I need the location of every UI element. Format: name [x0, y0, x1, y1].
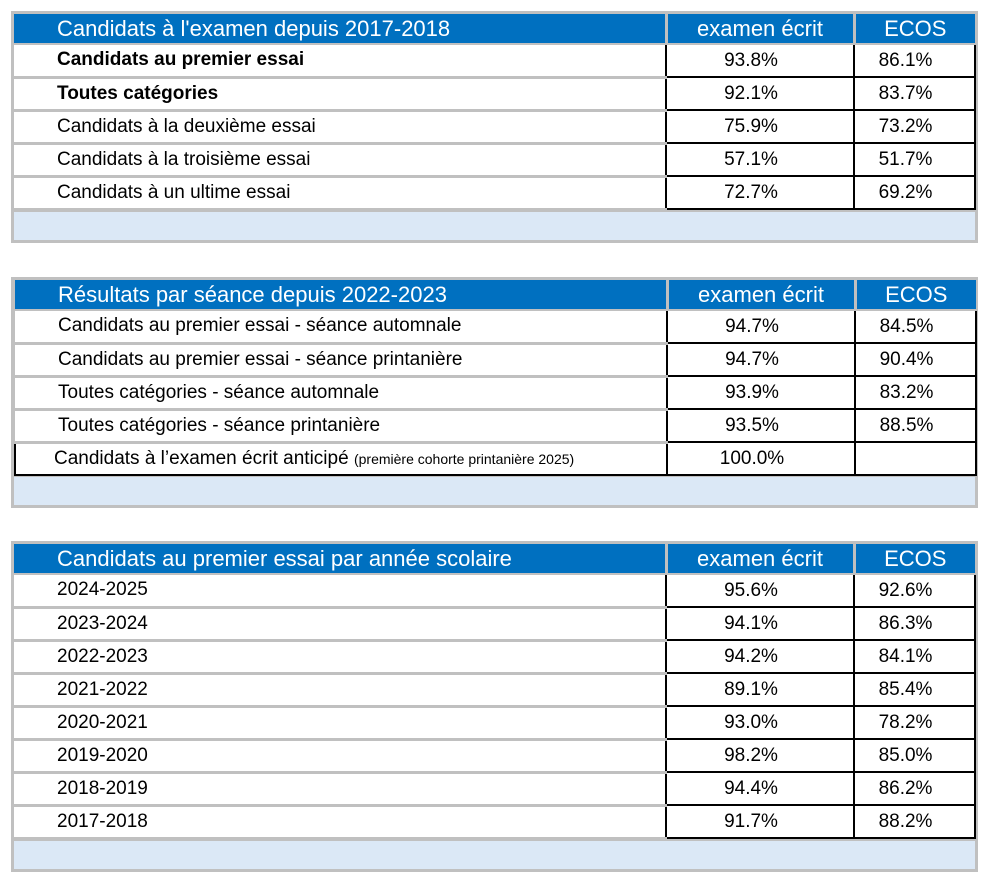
table-title: Résultats par séance depuis 2022-2023: [15, 280, 669, 311]
table-row: Candidats à l’examen écrit anticipé (pre…: [14, 441, 977, 476]
table-row: Candidats au premier essai - séance auto…: [15, 310, 977, 345]
table-header-row: Candidats au premier essai par année sco…: [14, 544, 975, 575]
row-label: Candidats à la troisième essai: [14, 143, 667, 178]
table-row: Toutes catégories - séance automnale 93.…: [15, 376, 977, 411]
written-value: 94.4%: [666, 772, 855, 806]
row-label-text: Candidats à l’examen écrit anticipé: [54, 447, 349, 469]
osce-value: [855, 441, 977, 476]
table-header-row: Résultats par séance depuis 2022-2023 ex…: [15, 280, 976, 311]
exam-candidates-table: Candidats à l'examen depuis 2017-2018 ex…: [11, 11, 978, 243]
table-title: Candidats à l'examen depuis 2017-2018: [14, 14, 668, 45]
osce-value: 90.4%: [855, 343, 977, 377]
table-row: 2020-2021 93.0% 78.2%: [14, 706, 976, 741]
row-label: 2017-2018: [14, 805, 667, 840]
osce-value: 85.4%: [854, 673, 976, 707]
table-row: 2023-2024 94.1% 86.3%: [14, 607, 976, 642]
table-row: Toutes catégories - séance printanière 9…: [15, 409, 977, 444]
first-attempt-by-year-table: Candidats au premier essai par année sco…: [11, 541, 978, 872]
row-note: (première cohorte printanière 2025): [353, 450, 575, 467]
written-value: 89.1%: [666, 673, 855, 707]
written-value: 57.1%: [666, 143, 855, 177]
table-row: Candidats à la deuxième essai 75.9% 73.2…: [14, 110, 976, 145]
osce-value: 85.0%: [854, 739, 976, 773]
row-label: 2019-2020: [14, 739, 667, 774]
column-header-osce: ECOS: [855, 280, 976, 311]
table-row: 2017-2018 91.7% 88.2%: [14, 805, 976, 840]
column-header-written: examen écrit: [666, 14, 856, 45]
written-value: 94.2%: [666, 640, 855, 674]
table-row: 2022-2023 94.2% 84.1%: [14, 640, 976, 675]
written-value: 94.7%: [667, 343, 856, 377]
written-value: 100.0%: [667, 441, 856, 476]
row-label: Candidats à l’examen écrit anticipé (pre…: [14, 441, 668, 476]
osce-value: 51.7%: [854, 143, 976, 177]
written-value: 94.7%: [667, 310, 856, 344]
row-label: Candidats à la deuxième essai: [14, 110, 667, 145]
table-row: 2019-2020 98.2% 85.0%: [14, 739, 976, 774]
row-label: Candidats à un ultime essai: [14, 176, 667, 211]
table-row: 2024-2025 95.6% 92.6%: [14, 574, 976, 609]
table-row: Candidats à la troisième essai 57.1% 51.…: [14, 143, 976, 178]
table-row: Candidats à un ultime essai 72.7% 69.2%: [14, 176, 976, 211]
column-header-written: examen écrit: [666, 544, 856, 575]
column-header-written: examen écrit: [667, 280, 857, 311]
written-value: 94.1%: [666, 607, 855, 641]
osce-value: 88.2%: [854, 805, 976, 839]
row-label: 2022-2023: [14, 640, 667, 675]
table-header-row: Candidats à l'examen depuis 2017-2018 ex…: [14, 14, 975, 45]
written-value: 92.1%: [666, 77, 855, 111]
session-results-table: Résultats par séance depuis 2022-2023 ex…: [11, 277, 978, 508]
table-title: Candidats au premier essai par année sco…: [14, 544, 668, 575]
table-row: Candidats au premier essai 93.8% 86.1%: [14, 44, 976, 79]
table-row: Toutes catégories 92.1% 83.7%: [14, 77, 976, 112]
written-value: 98.2%: [666, 739, 855, 773]
table-footer: [14, 839, 975, 872]
written-value: 72.7%: [666, 176, 855, 210]
table-footer: [14, 210, 975, 243]
row-label: 2021-2022: [14, 673, 667, 708]
osce-value: 86.2%: [854, 772, 976, 806]
written-value: 93.9%: [667, 376, 856, 410]
osce-value: 84.1%: [854, 640, 976, 674]
column-header-osce: ECOS: [854, 14, 975, 45]
row-label: 2023-2024: [14, 607, 667, 642]
row-label: Toutes catégories: [14, 77, 667, 112]
row-label: Toutes catégories - séance automnale: [15, 376, 668, 411]
row-label: Toutes catégories - séance printanière: [15, 409, 668, 444]
written-value: 95.6%: [666, 574, 855, 608]
written-value: 75.9%: [666, 110, 855, 144]
table-row: 2021-2022 89.1% 85.4%: [14, 673, 976, 708]
written-value: 91.7%: [666, 805, 855, 839]
written-value: 93.8%: [666, 44, 855, 78]
osce-value: 69.2%: [854, 176, 976, 210]
osce-value: 86.3%: [854, 607, 976, 641]
osce-value: 88.5%: [855, 409, 977, 443]
osce-value: 86.1%: [854, 44, 976, 78]
row-label: Candidats au premier essai - séance auto…: [15, 310, 668, 345]
osce-value: 73.2%: [854, 110, 976, 144]
column-header-osce: ECOS: [854, 544, 975, 575]
table-footer: [14, 476, 975, 508]
row-label: 2024-2025: [14, 574, 667, 609]
row-label: Candidats au premier essai - séance prin…: [15, 343, 668, 378]
table-row: Candidats au premier essai - séance prin…: [15, 343, 977, 378]
row-label: Candidats au premier essai: [14, 44, 667, 79]
osce-value: 83.2%: [855, 376, 977, 410]
table-row: 2018-2019 94.4% 86.2%: [14, 772, 976, 807]
osce-value: 84.5%: [855, 310, 977, 344]
row-label: 2020-2021: [14, 706, 667, 741]
osce-value: 92.6%: [854, 574, 976, 608]
written-value: 93.5%: [667, 409, 856, 443]
osce-value: 83.7%: [854, 77, 976, 111]
osce-value: 78.2%: [854, 706, 976, 740]
row-label: 2018-2019: [14, 772, 667, 807]
written-value: 93.0%: [666, 706, 855, 740]
